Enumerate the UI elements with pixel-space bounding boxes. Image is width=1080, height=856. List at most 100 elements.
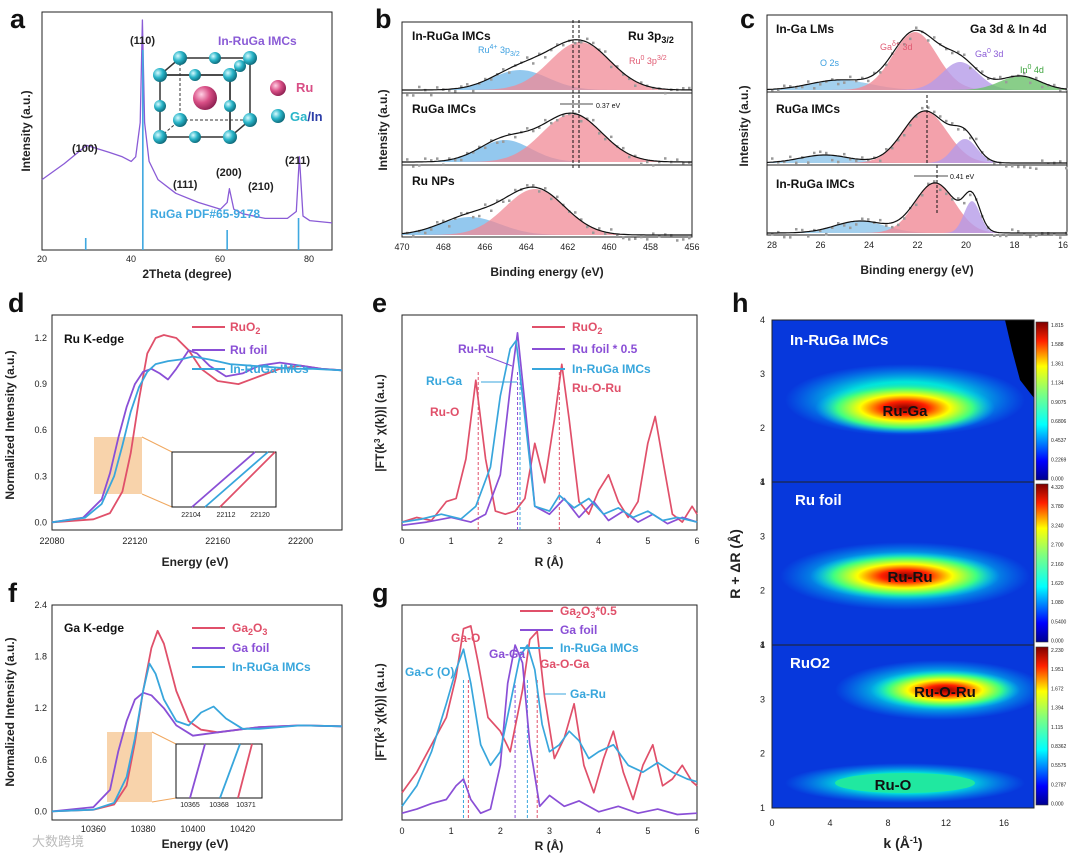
data-point bbox=[562, 114, 565, 118]
y-tick-f: 2.4 bbox=[34, 600, 47, 610]
x-tick-e: 6 bbox=[694, 536, 699, 546]
data-point bbox=[430, 228, 433, 231]
data-point bbox=[466, 151, 469, 155]
data-point bbox=[688, 86, 691, 90]
x-tick-b: 464 bbox=[519, 242, 534, 252]
data-point bbox=[915, 26, 918, 29]
y-tick-h: 3 bbox=[760, 694, 765, 704]
colorbar-tick: 1.951 bbox=[1051, 667, 1064, 673]
data-point bbox=[448, 225, 451, 228]
peak-200: (200) bbox=[216, 167, 242, 179]
data-point bbox=[412, 94, 415, 97]
plot-frame-a bbox=[41, 11, 333, 251]
inset-f bbox=[175, 743, 263, 799]
data-point bbox=[652, 232, 655, 235]
annotation-ga-ru: Ga-Ru bbox=[570, 687, 606, 701]
data-point bbox=[951, 198, 954, 201]
x-tick-f: 10360 bbox=[81, 824, 106, 834]
data-point bbox=[1059, 236, 1062, 239]
annotation-ru-ga: Ru-Ga bbox=[426, 374, 462, 388]
data-point bbox=[436, 157, 439, 160]
data-point bbox=[640, 162, 643, 166]
ft-g-curve-2 bbox=[401, 644, 698, 807]
data-point bbox=[646, 238, 649, 241]
zoom-box-d bbox=[94, 437, 142, 494]
colorbar-tick: 0.000 bbox=[1051, 477, 1064, 483]
y-tick-h: 4 bbox=[760, 315, 765, 325]
y-tick-h: 1 bbox=[760, 803, 765, 813]
axis-ticks-f: 10360 10380 10400 10420 0.0 0.6 1.2 1.8 2.4 bbox=[34, 600, 255, 834]
data-point bbox=[849, 226, 852, 230]
data-point bbox=[969, 193, 972, 197]
data-point bbox=[879, 218, 882, 222]
data-point bbox=[490, 209, 493, 212]
data-point bbox=[604, 232, 607, 235]
data-point bbox=[634, 237, 637, 240]
x-tick-e: 3 bbox=[547, 536, 552, 546]
data-point bbox=[544, 56, 547, 59]
y-axis-label-h: R + ΔR (Å) bbox=[727, 529, 743, 599]
y-tick-f: 1.8 bbox=[34, 652, 47, 662]
data-point bbox=[789, 155, 792, 159]
data-point bbox=[514, 135, 517, 139]
colorbar-tick: 0.6806 bbox=[1051, 419, 1067, 425]
data-point bbox=[915, 203, 918, 207]
inset-f-curves bbox=[189, 743, 253, 799]
data-point bbox=[682, 87, 685, 90]
data-point bbox=[682, 162, 685, 165]
y-tick-h: 3 bbox=[760, 531, 765, 541]
x-tick-g: 1 bbox=[449, 826, 454, 836]
data-point bbox=[538, 52, 541, 56]
data-point bbox=[526, 56, 529, 59]
xps-ru-spectra bbox=[401, 37, 693, 242]
legend-d-ruo2: RuO2 bbox=[230, 320, 260, 336]
legend-ru: Ru bbox=[296, 80, 313, 95]
data-point bbox=[568, 112, 571, 116]
data-point bbox=[951, 51, 954, 55]
data-point bbox=[1035, 234, 1038, 238]
data-point bbox=[442, 163, 445, 166]
panel-label-f: f bbox=[8, 578, 18, 608]
x-tick-d: 22080 bbox=[39, 536, 64, 546]
data-point bbox=[502, 140, 505, 143]
inset-tick-f: 10365 bbox=[180, 802, 200, 809]
y-tick-h: 3 bbox=[760, 369, 765, 379]
legend-f-ga2o3: Ga2O3 bbox=[232, 621, 267, 637]
x-ticks-e: 0 1 2 3 4 5 6 bbox=[399, 536, 699, 546]
data-point bbox=[795, 228, 798, 231]
data-point bbox=[556, 43, 559, 46]
x-tick-c: 18 bbox=[1009, 240, 1019, 250]
plot-frame-b bbox=[401, 21, 693, 238]
y-axis-label-c: Intensity (a.u.) bbox=[737, 85, 751, 166]
data-point bbox=[424, 157, 427, 160]
x-tick-g: 4 bbox=[596, 826, 601, 836]
data-point bbox=[999, 234, 1002, 238]
annotation-ga-c: Ga-C (O) bbox=[405, 665, 454, 679]
title-f: Ga K-edge bbox=[64, 621, 124, 635]
map-title-3: RuO2 bbox=[790, 655, 830, 672]
ft-curve-1 bbox=[401, 332, 698, 527]
plot-frame-c bbox=[766, 14, 1068, 236]
y-axis-label-e: |FT(k3 χ(k))| (a.u.) bbox=[373, 374, 387, 471]
y-tick-h: 4 bbox=[760, 477, 765, 487]
data-point bbox=[867, 79, 870, 83]
data-point bbox=[837, 82, 840, 86]
data-point bbox=[969, 66, 972, 70]
row-label-b3: Ru NPs bbox=[412, 174, 455, 188]
panel-label-c: c bbox=[740, 4, 755, 34]
y-tick-d: 0.9 bbox=[34, 379, 47, 389]
y-axis-label-d: Normalized Intensity (a.u.) bbox=[3, 350, 17, 499]
fit-envelope bbox=[767, 182, 1067, 234]
data-point bbox=[508, 71, 511, 74]
data-point bbox=[1023, 71, 1026, 75]
data-point bbox=[574, 211, 577, 214]
data-point bbox=[658, 160, 661, 164]
x-tick-f: 10380 bbox=[131, 824, 156, 834]
fit-envelope bbox=[402, 39, 693, 91]
plot-frame-e bbox=[401, 314, 698, 531]
data-point bbox=[1029, 166, 1032, 169]
colorbar-tick: 1.588 bbox=[1051, 342, 1064, 348]
data-point bbox=[538, 190, 541, 193]
data-point bbox=[454, 159, 457, 162]
data-point bbox=[855, 159, 858, 163]
